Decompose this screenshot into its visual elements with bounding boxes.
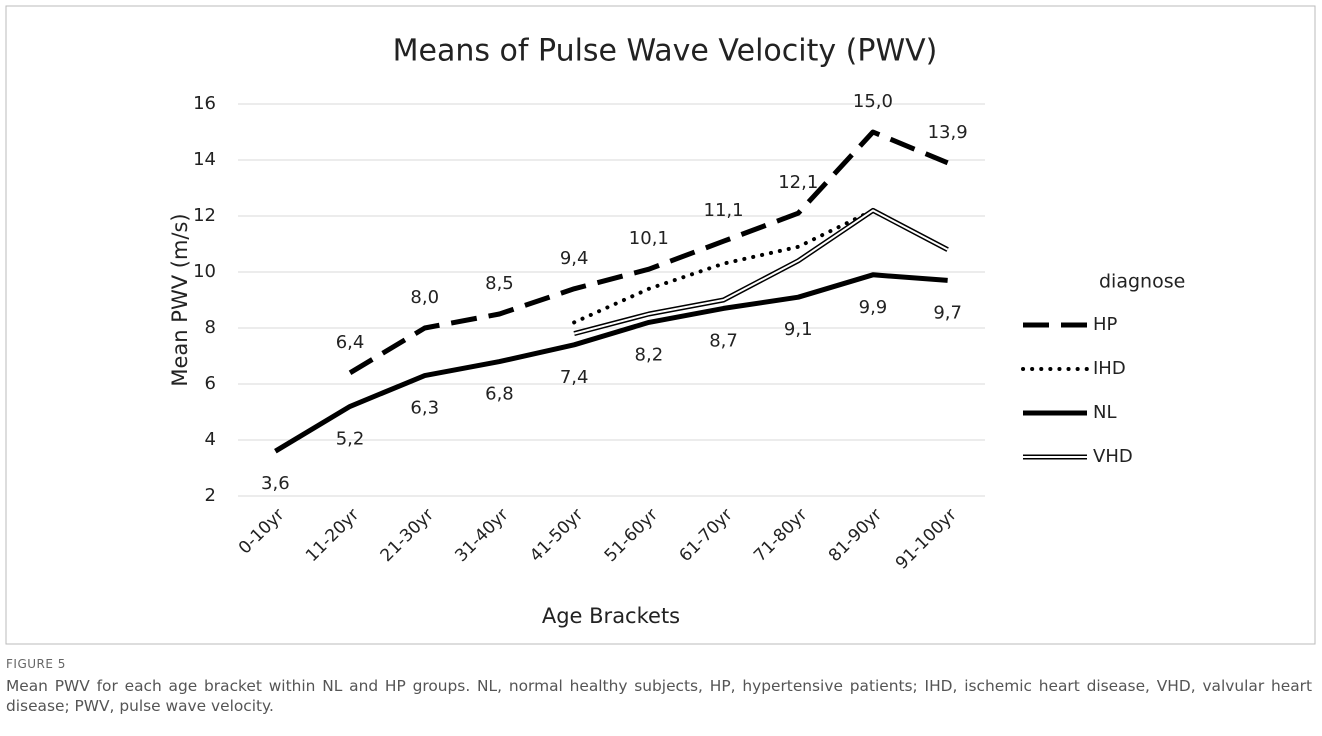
- data-label: 13,9: [928, 122, 968, 143]
- data-label: 6,3: [410, 398, 439, 419]
- legend-title: diagnose: [1099, 271, 1185, 293]
- x-axis-label: Age Brackets: [542, 604, 680, 628]
- legend-label: HP: [1093, 314, 1118, 335]
- y-axis-label: Mean PWV (m/s): [168, 213, 192, 386]
- data-label: 3,6: [261, 473, 290, 494]
- data-label: 9,4: [560, 248, 589, 269]
- data-label: 6,4: [336, 332, 365, 353]
- legend-label: IHD: [1093, 358, 1126, 379]
- data-label: 9,9: [859, 297, 888, 318]
- line-inner: [573, 209, 949, 335]
- caption-label: FIGURE 5: [6, 657, 66, 671]
- data-label: 8,2: [635, 344, 664, 365]
- chart-title: Means of Pulse Wave Velocity (PWV): [393, 34, 938, 69]
- y-tick-label: 4: [205, 429, 216, 450]
- x-tick-label: 61-70yr: [675, 505, 736, 566]
- chart: Means of Pulse Wave Velocity (PWV) Mean …: [5, 5, 1316, 645]
- line-hp: [348, 129, 949, 375]
- x-tick-label: 0-10yr: [235, 505, 288, 558]
- data-label: 15,0: [853, 91, 893, 112]
- y-tick-label: 14: [193, 149, 216, 170]
- data-label: 7,4: [560, 367, 589, 388]
- x-tick-label: 91-100yr: [892, 505, 961, 574]
- y-tick-label: 12: [193, 205, 216, 226]
- y-tick-label: 8: [205, 317, 216, 338]
- data-label: 9,1: [784, 319, 813, 340]
- chart-border: [5, 5, 1316, 645]
- data-label: 5,2: [336, 428, 365, 449]
- x-tick-label: 21-30yr: [377, 505, 438, 566]
- x-tick-label: 81-90yr: [825, 505, 886, 566]
- x-tick-label: 31-40yr: [451, 505, 512, 566]
- data-label: 10,1: [629, 228, 669, 249]
- caption-text: Mean PWV for each age bracket within NL …: [6, 677, 1312, 715]
- legend-label: VHD: [1093, 446, 1133, 467]
- data-label: 9,7: [933, 302, 962, 323]
- legend-label: NL: [1093, 402, 1117, 423]
- x-tick-label: 41-50yr: [526, 505, 587, 566]
- data-label: 6,8: [485, 384, 514, 405]
- x-tick-label: 11-20yr: [302, 505, 363, 566]
- data-label: 8,7: [709, 330, 738, 351]
- y-tick-label: 16: [193, 93, 216, 114]
- x-tick-label: 71-80yr: [750, 505, 811, 566]
- x-tick-label: 51-60yr: [601, 505, 662, 566]
- data-label: 11,1: [704, 200, 744, 221]
- y-tick-label: 2: [205, 485, 216, 506]
- data-label: 12,1: [778, 172, 818, 193]
- y-tick-label: 10: [193, 261, 216, 282]
- line-ihd: [572, 208, 875, 325]
- data-label: 8,5: [485, 273, 514, 294]
- y-tick-label: 6: [205, 373, 216, 394]
- line-nl: [274, 272, 948, 454]
- data-label: 8,0: [410, 287, 439, 308]
